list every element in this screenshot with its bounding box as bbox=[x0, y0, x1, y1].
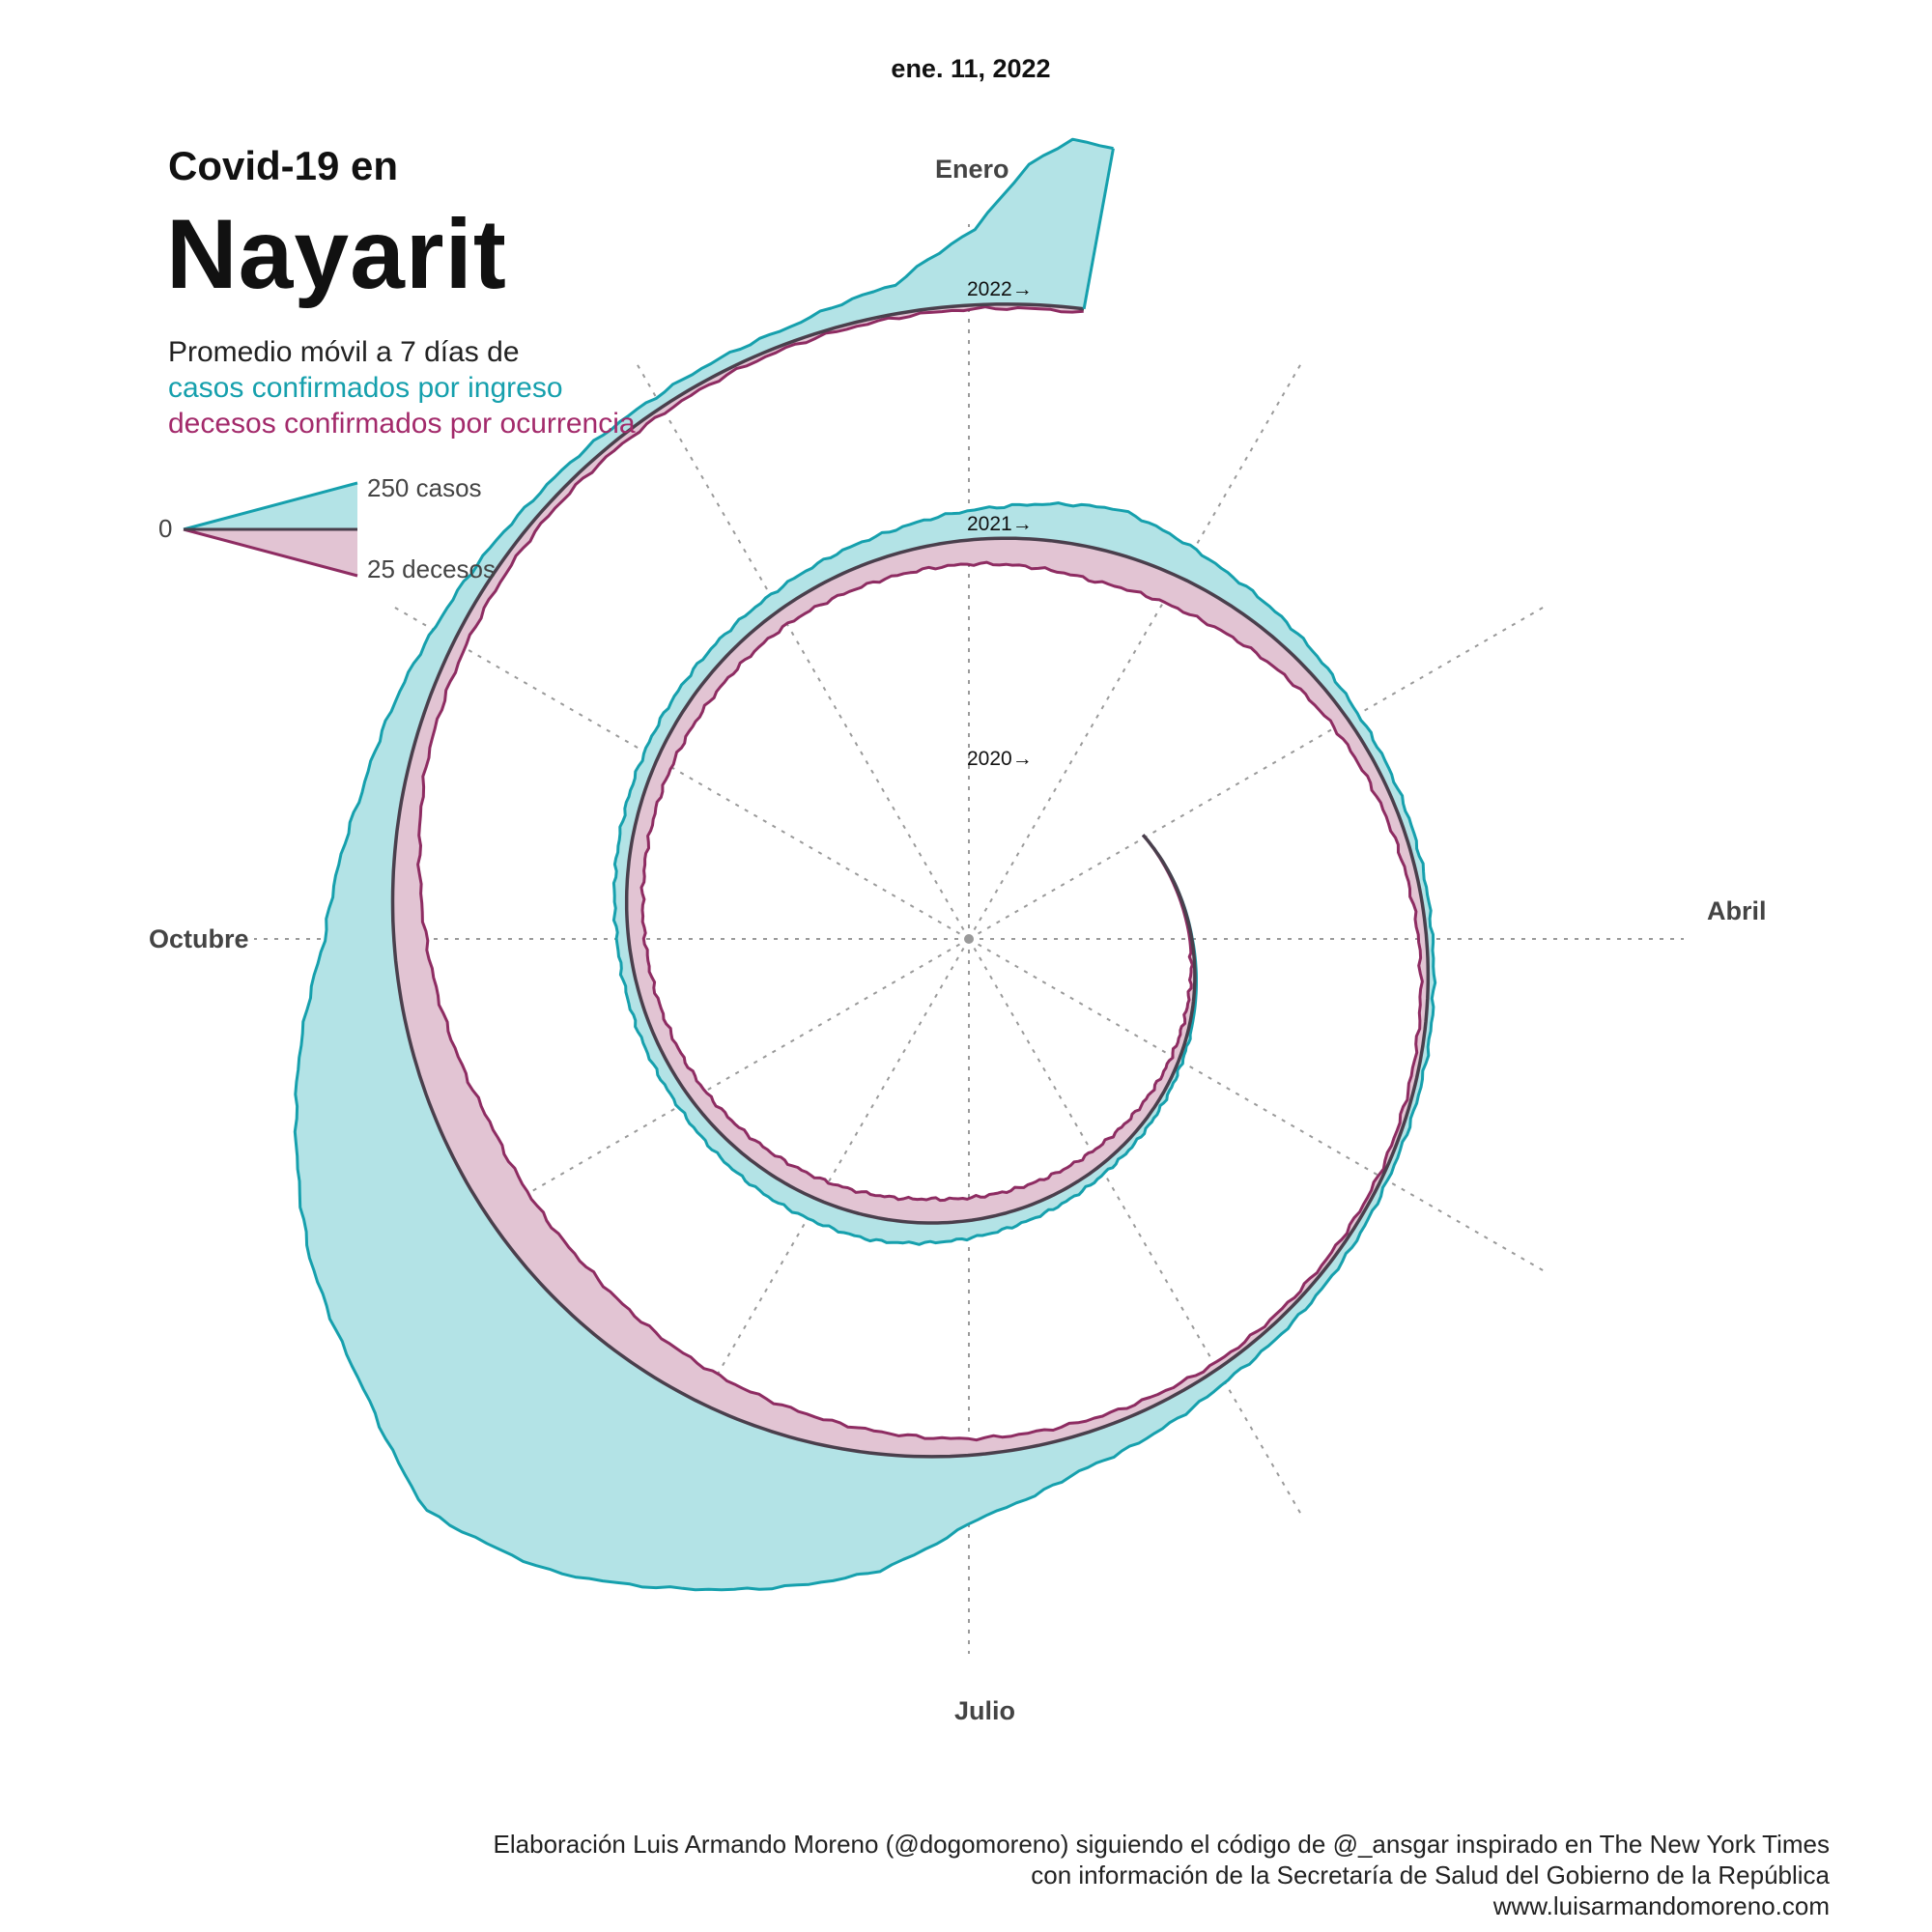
cases-area bbox=[295, 139, 1435, 1590]
cases-line bbox=[293, 137, 1437, 1592]
footer-line: www.luisarmandomoreno.com bbox=[1492, 1891, 1830, 1920]
page-title: Nayarit bbox=[166, 199, 507, 309]
month-label-julio: Julio bbox=[954, 1696, 1016, 1725]
date-label: ene. 11, 2022 bbox=[891, 54, 1051, 83]
subtitle-cases: casos confirmados por ingreso bbox=[168, 372, 563, 404]
month-label-enero: Enero bbox=[935, 155, 1009, 184]
deaths-line bbox=[416, 305, 1424, 1442]
legend-zero-label: 0 bbox=[158, 514, 173, 543]
grid-line bbox=[968, 605, 1548, 940]
legend-deaths-label: 25 decesos bbox=[367, 554, 496, 583]
legend-cases-label: 250 casos bbox=[367, 473, 482, 502]
subtitle-deaths: decesos confirmados por ocurrencia bbox=[168, 408, 636, 440]
month-label-octubre: Octubre bbox=[149, 924, 249, 953]
title-small: Covid-19 en bbox=[168, 143, 399, 188]
subtitle: Promedio móvil a 7 días de casos confirm… bbox=[168, 334, 636, 441]
spiral-baseline bbox=[390, 302, 1431, 1459]
legend bbox=[183, 481, 358, 578]
subtitle-line: Promedio móvil a 7 días de bbox=[168, 336, 520, 368]
year-markers: 2020→ 2021→ 2022→ bbox=[967, 278, 1033, 770]
deaths-area bbox=[392, 303, 1429, 1457]
footer-line: Elaboración Luis Armando Moreno (@dogomo… bbox=[493, 1830, 1830, 1859]
spiral-areas bbox=[293, 137, 1437, 1592]
center-dot bbox=[964, 934, 974, 944]
grid-line bbox=[968, 938, 1303, 1518]
grid-line bbox=[390, 605, 970, 940]
year-marker-label: 2020→ bbox=[967, 748, 1033, 770]
legend-cases-line bbox=[183, 481, 358, 531]
year-marker-label: 2021→ bbox=[967, 513, 1033, 535]
footer-credits: Elaboración Luis Armando Moreno (@dogomo… bbox=[494, 1829, 1830, 1921]
grid-line bbox=[635, 360, 970, 940]
footer-line: con información de la Secretaría de Salu… bbox=[1031, 1861, 1830, 1889]
legend-deaths-line bbox=[183, 527, 358, 578]
grid-line bbox=[968, 360, 1303, 940]
cases-end-cap bbox=[1082, 148, 1115, 310]
grid-line bbox=[968, 938, 1548, 1273]
year-marker-label: 2022→ bbox=[967, 278, 1033, 300]
month-label-abril: Abril bbox=[1707, 896, 1767, 925]
